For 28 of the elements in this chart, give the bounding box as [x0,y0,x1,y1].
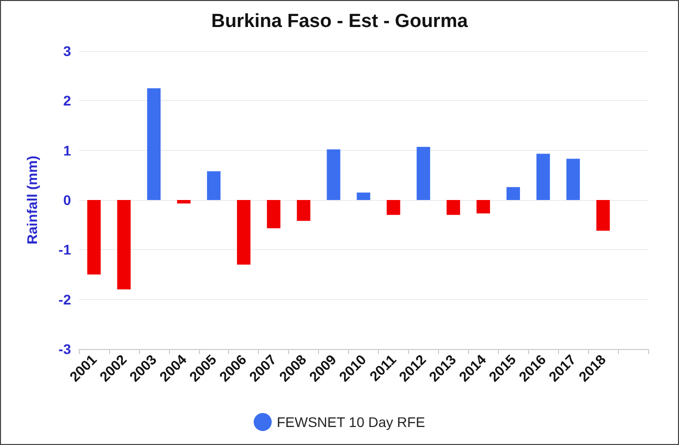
y-tick-label: 0 [63,192,72,208]
bar [476,200,490,214]
legend-label: FEWSNET 10 Day RFE [276,414,426,430]
y-tick-label: -1 [58,242,72,258]
y-tick-label: 1 [63,142,72,158]
chart-title: Burkina Faso - Est - Gourma [211,11,468,32]
bar [266,200,280,228]
y-axis-title: Rainfall (mm) [24,156,40,244]
y-tick-label: -3 [58,341,72,357]
bar [236,200,250,265]
y-tick-label: 3 [63,43,72,59]
bar [87,200,101,274]
bar [446,200,460,215]
bar [536,154,550,200]
bar [506,187,520,200]
bar [117,200,131,290]
bar [326,149,340,200]
bar [386,200,400,215]
bar [296,200,310,221]
bar [596,200,610,231]
bar [207,171,220,200]
y-tick-label: -2 [58,291,72,308]
bar [356,192,370,200]
bar [566,158,580,200]
bar [147,88,161,200]
bar [416,146,430,200]
bar [177,200,191,204]
y-tick-label: 2 [63,92,72,109]
